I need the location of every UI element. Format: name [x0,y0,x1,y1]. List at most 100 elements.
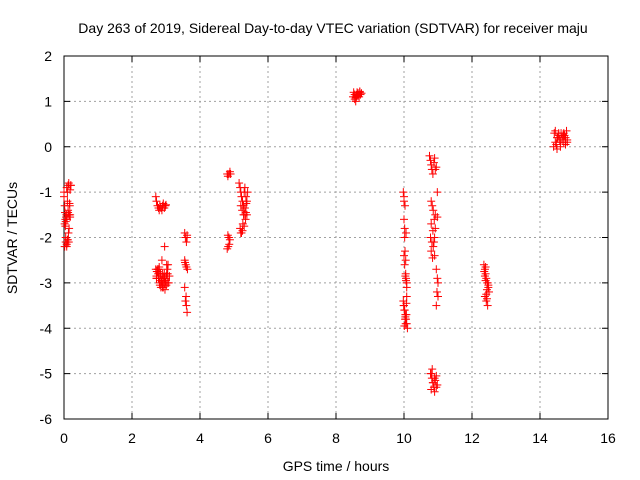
data-point [399,188,408,197]
x-tick-label: 6 [264,430,272,446]
data-point [400,233,409,242]
data-point [551,126,560,135]
data-point [226,169,235,178]
data-point [402,228,411,237]
data-point [180,283,189,292]
data-point [401,201,410,210]
y-tick-label: -6 [40,411,53,427]
data-point [428,365,437,374]
data-point [430,233,439,242]
data-point [429,158,438,167]
y-tick-label: -3 [40,275,53,291]
data-point [241,192,250,201]
data-point [400,251,408,260]
data-point [402,283,411,292]
data-point [425,151,434,160]
data-point [182,292,191,301]
data-point [429,242,438,251]
data-point [562,126,571,135]
grid [64,56,608,419]
data-point [353,91,362,100]
data-point [430,154,439,163]
data-point [238,226,247,235]
data-point [401,319,410,328]
y-tick-label: 2 [44,48,52,64]
data-point [181,297,190,306]
data-point [400,260,409,269]
data-point [158,281,167,290]
data-point [559,131,568,140]
data-point [561,140,570,149]
data-point [480,265,489,274]
x-axis-title: GPS time / hours [283,458,390,474]
x-tick-label: 12 [464,430,480,446]
data-point [555,135,564,144]
data-point [182,301,191,310]
data-point [427,247,436,256]
data-point [479,260,488,269]
data-point [401,272,410,281]
data-point [430,251,439,260]
data-point [431,210,440,219]
data-point [163,265,172,274]
data-point [550,129,559,138]
data-point [402,276,411,285]
data-point [482,290,491,299]
y-tick-label: -4 [40,320,53,336]
data-point [153,265,162,274]
data-point [434,292,442,301]
data-point [553,145,561,154]
data-point [236,201,245,210]
data-point [433,380,442,389]
data-point [400,306,409,315]
data-point [225,235,234,244]
data-point [162,274,170,283]
data-point [183,308,192,317]
data-point [481,262,490,271]
data-point [432,301,441,310]
data-point [62,242,71,251]
data-point [182,238,191,247]
data-point [427,197,436,206]
data-point [66,210,75,219]
data-point [181,260,190,269]
data-point [60,192,68,201]
x-tick-label: 0 [60,430,68,446]
data-point [556,142,565,151]
data-point [559,138,568,147]
data-point [64,238,73,247]
data-point [401,312,410,321]
x-tick-label: 16 [600,430,616,446]
data-point [400,192,408,201]
data-point [63,235,72,244]
data-point [240,222,249,231]
data-point [224,242,233,251]
data-point [430,387,439,396]
data-point [400,215,408,224]
data-point [183,265,192,274]
data-point [482,297,491,306]
data-point [240,204,249,213]
data-point [428,201,437,210]
data-point [433,213,442,222]
x-tick-label: 14 [532,430,548,446]
data-point [401,247,410,256]
data-point [430,374,439,383]
data-point [64,228,73,237]
data-point [157,256,166,265]
data-point [182,262,191,271]
data-point [402,299,411,308]
data-point [482,294,491,303]
data-point [350,95,359,104]
data-point [552,140,561,149]
data-point [432,383,441,392]
data-point [61,222,70,231]
data-point [163,278,172,287]
data-point [243,188,252,197]
data-point [432,163,441,172]
data-point [65,224,74,233]
data-point [428,169,437,178]
y-tick-label: -2 [40,230,53,246]
